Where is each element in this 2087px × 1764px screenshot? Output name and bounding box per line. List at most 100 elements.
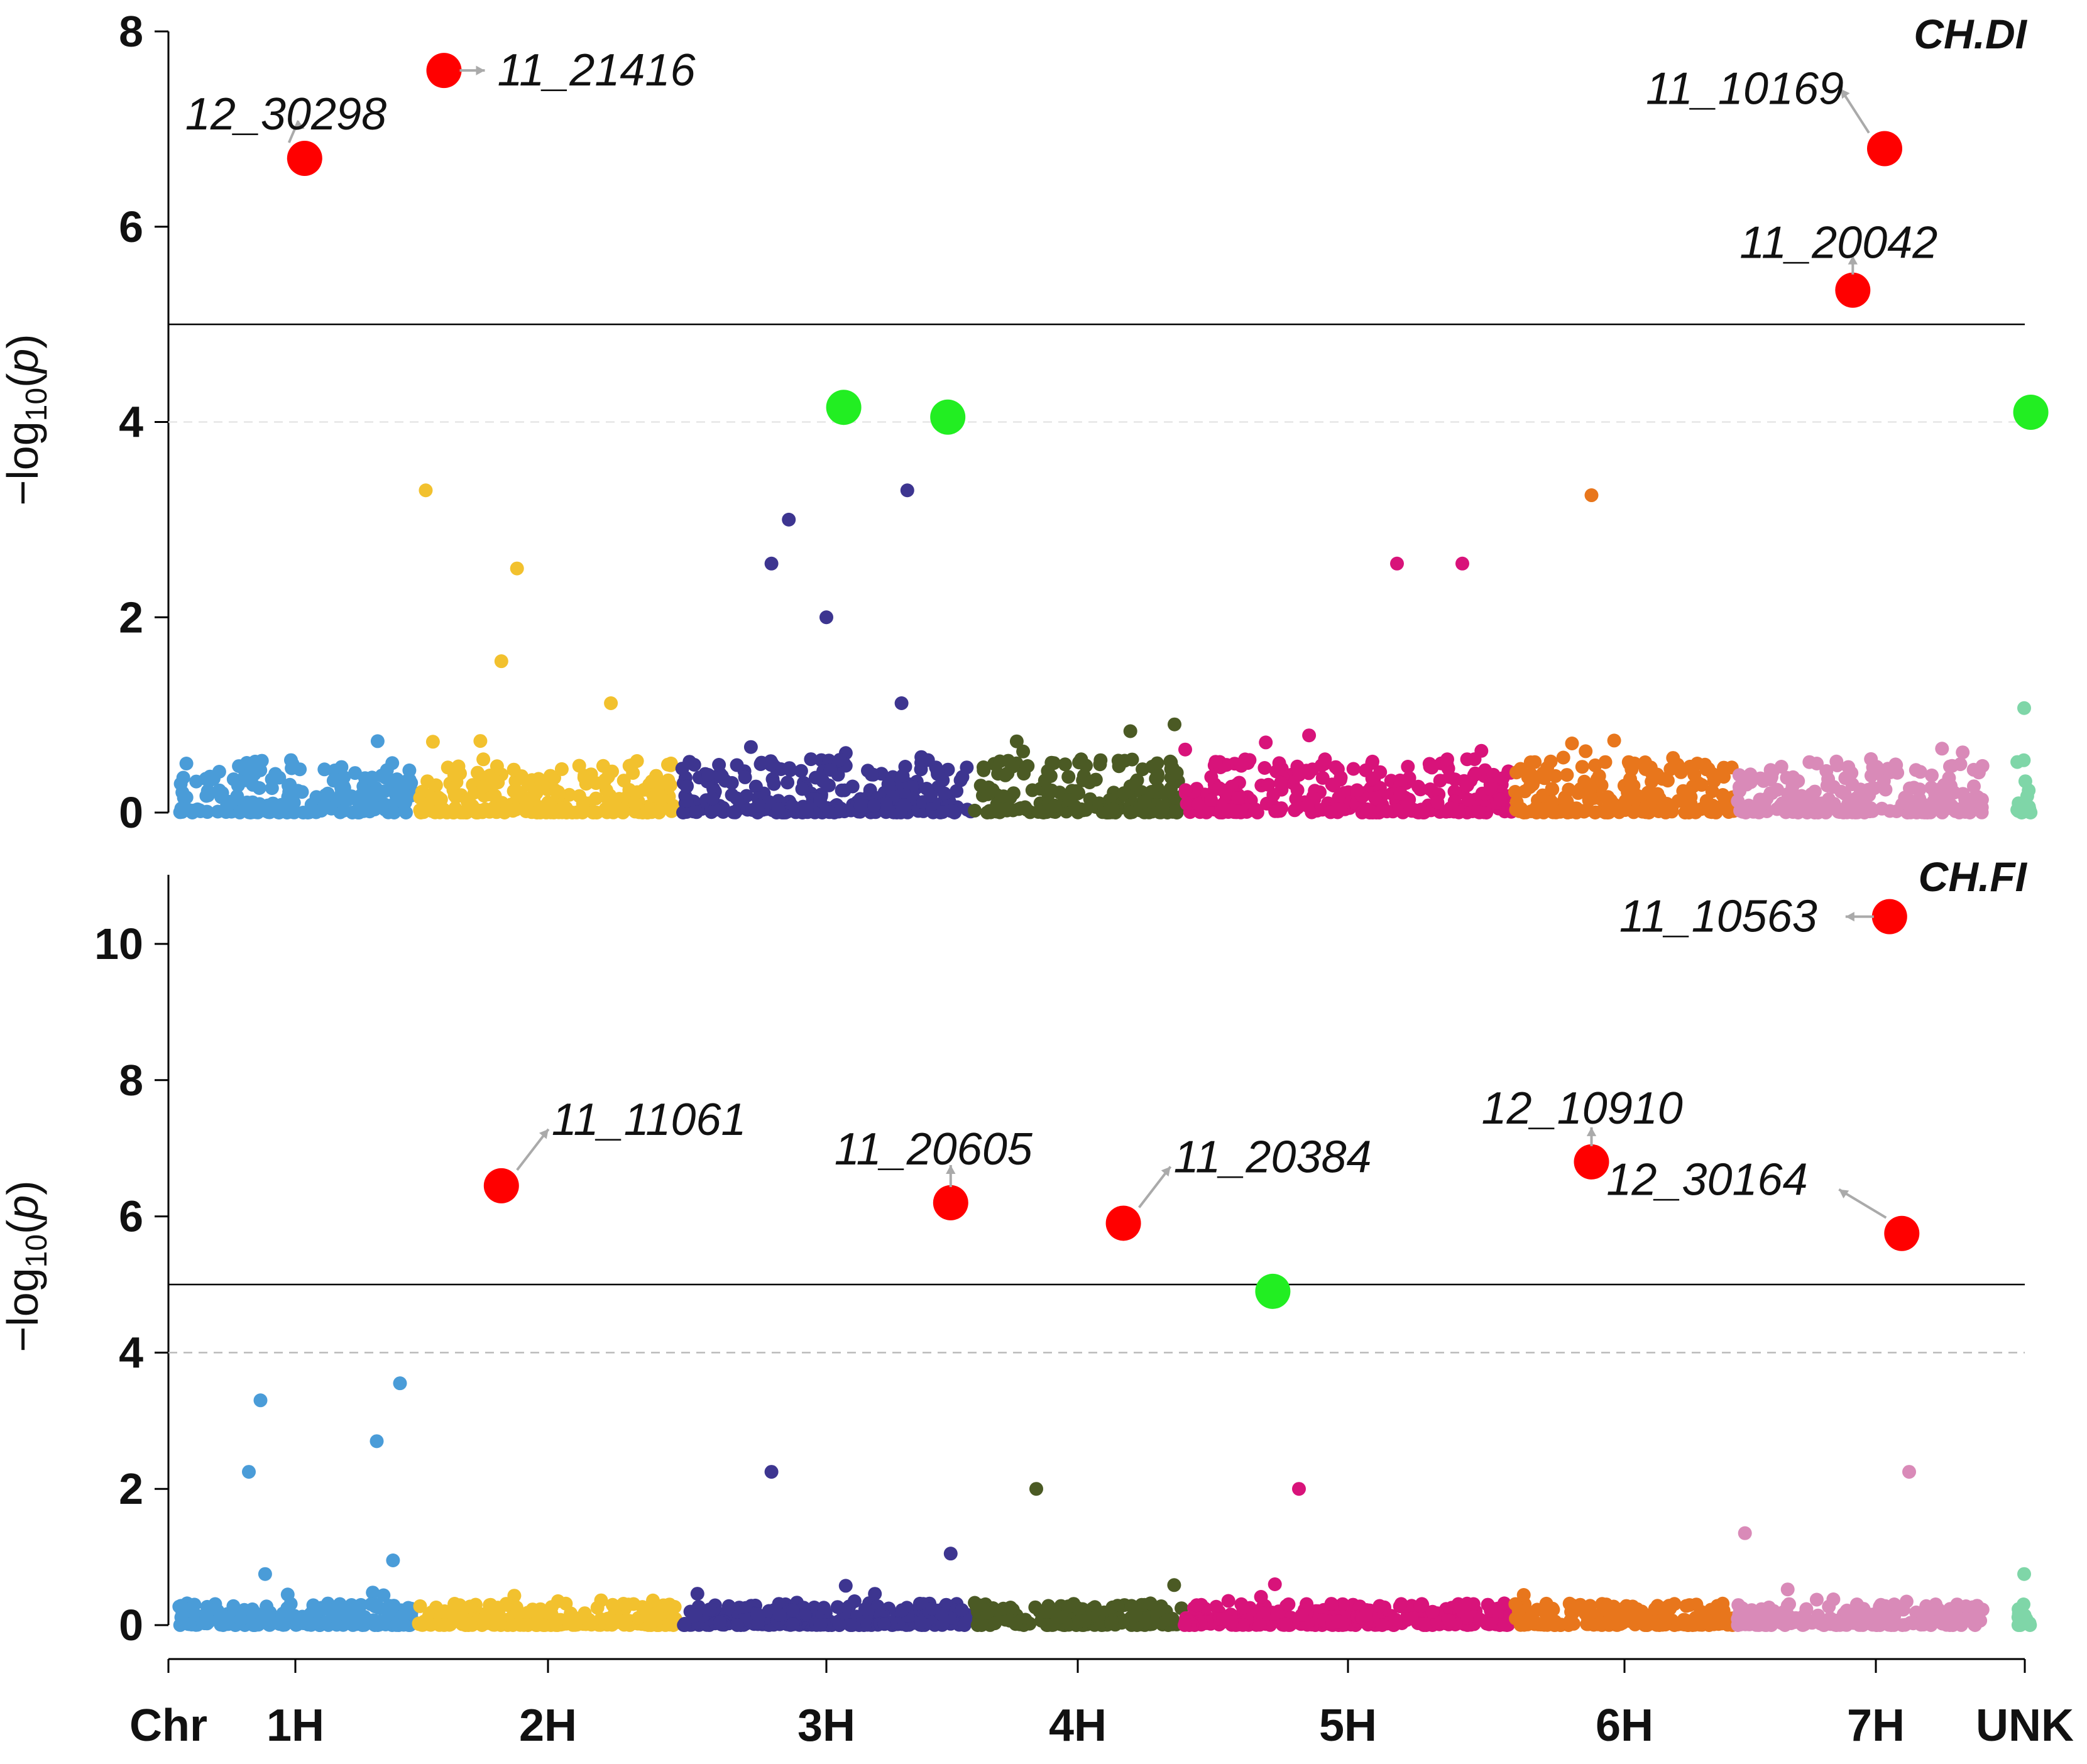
data-point xyxy=(1666,751,1680,765)
data-point xyxy=(2018,774,2032,789)
data-point xyxy=(176,770,190,785)
data-point xyxy=(544,1607,559,1621)
snp-label: 11_20384 xyxy=(1174,1132,1372,1182)
data-point xyxy=(533,800,547,814)
data-point xyxy=(795,782,809,796)
y-tick-label: 2 xyxy=(119,1464,143,1513)
data-point-notable xyxy=(819,610,833,625)
data-point xyxy=(947,806,961,819)
data-point xyxy=(1393,786,1408,801)
significant-snp-point xyxy=(1871,899,1907,934)
data-point xyxy=(1512,804,1526,818)
data-point xyxy=(380,763,394,777)
data-point xyxy=(1016,744,1031,759)
data-point xyxy=(1966,762,1981,777)
data-point xyxy=(1493,792,1508,807)
ylabel-close: ) xyxy=(0,1180,47,1195)
data-point xyxy=(376,1588,391,1602)
data-point xyxy=(586,806,600,819)
data-point xyxy=(1048,798,1062,813)
snp-label: 12_30298 xyxy=(185,89,386,140)
data-point xyxy=(1775,802,1790,816)
data-point xyxy=(1523,755,1538,769)
data-point xyxy=(1943,759,1957,774)
data-point-notable xyxy=(510,561,524,576)
significant-snp-point xyxy=(287,140,322,176)
data-point xyxy=(1855,784,1870,798)
data-point xyxy=(486,801,501,815)
data-point xyxy=(1575,804,1590,818)
data-point xyxy=(1401,760,1415,774)
data-point xyxy=(477,1616,491,1630)
data-point xyxy=(1323,805,1338,819)
data-point xyxy=(925,1602,939,1616)
data-point xyxy=(428,805,442,819)
data-point xyxy=(751,798,765,813)
data-point xyxy=(1872,1617,1887,1631)
data-point xyxy=(532,772,545,786)
data-point xyxy=(1061,770,1076,784)
data-point xyxy=(1252,1618,1267,1632)
data-point xyxy=(1168,717,1181,731)
data-point xyxy=(1274,775,1288,790)
data-point xyxy=(1212,781,1227,796)
data-point xyxy=(248,805,263,819)
data-point xyxy=(730,1618,745,1632)
x-tick-label: 1H xyxy=(266,1701,324,1751)
data-point xyxy=(182,1617,197,1631)
data-point xyxy=(1048,1604,1062,1618)
data-point xyxy=(1082,775,1097,789)
data-point xyxy=(608,794,622,809)
data-point xyxy=(1524,804,1538,818)
data-point xyxy=(1609,803,1623,817)
data-point xyxy=(1906,1616,1920,1631)
data-point xyxy=(1416,806,1430,819)
data-point xyxy=(1295,1608,1309,1622)
data-point xyxy=(1236,1601,1250,1615)
annotation-arrowhead xyxy=(1161,1166,1171,1177)
ylabel-open: ( xyxy=(0,1220,47,1234)
data-point xyxy=(1462,792,1476,807)
data-point xyxy=(199,1610,214,1624)
data-point xyxy=(1694,778,1709,792)
data-point xyxy=(234,1613,248,1626)
y-tick-label: 6 xyxy=(119,202,143,251)
data-point xyxy=(1117,786,1131,801)
data-point xyxy=(1631,789,1645,803)
data-point xyxy=(1667,1597,1682,1611)
data-point xyxy=(1899,1594,1914,1609)
data-point xyxy=(1864,752,1878,766)
data-point xyxy=(1373,765,1388,779)
data-point xyxy=(1393,777,1408,791)
data-point xyxy=(712,758,726,772)
data-point xyxy=(708,803,722,817)
data-point xyxy=(1883,765,1897,779)
data-point xyxy=(1511,1604,1526,1618)
data-point xyxy=(977,760,990,774)
data-point xyxy=(1694,1604,1708,1619)
annotation-arrowhead xyxy=(1586,1127,1597,1136)
data-point xyxy=(1739,1616,1753,1630)
data-point xyxy=(1263,1618,1278,1632)
data-point xyxy=(1528,770,1543,785)
x-axis-title: Chr xyxy=(129,1701,207,1751)
data-point xyxy=(366,1586,380,1600)
data-point xyxy=(1650,767,1665,782)
data-point xyxy=(781,775,795,790)
data-point xyxy=(334,760,349,774)
data-point xyxy=(1393,1599,1407,1614)
data-point xyxy=(337,803,351,818)
data-point xyxy=(1665,801,1679,815)
data-point xyxy=(1588,806,1602,819)
data-point xyxy=(630,754,644,768)
data-point-notable xyxy=(1292,1482,1306,1496)
data-point xyxy=(434,1606,449,1621)
data-point xyxy=(1635,804,1650,819)
data-point xyxy=(1167,1578,1181,1592)
data-point xyxy=(1302,728,1317,743)
data-point-notable xyxy=(393,1376,407,1391)
annotation-arrowhead xyxy=(1848,255,1858,265)
data-point xyxy=(1335,1597,1350,1611)
